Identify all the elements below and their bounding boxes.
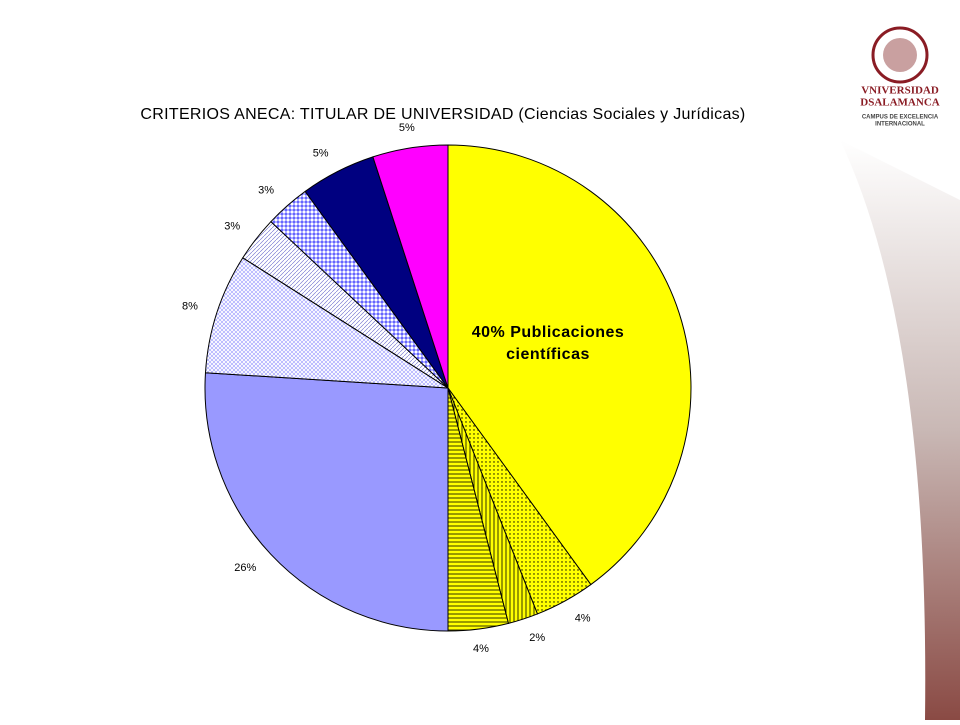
logo-seal xyxy=(871,26,929,84)
pie-slice xyxy=(372,144,449,389)
logo-text: VNIVERSIDAD xyxy=(861,85,939,97)
logo-text: DSALAMANCA xyxy=(860,97,940,109)
pie-slice xyxy=(447,144,692,586)
inner-label: 40% Publicaciones científicas xyxy=(471,324,625,363)
slice-label: 26% xyxy=(234,562,256,574)
chart-title: CRITERIOS ANECA: TITULAR DE UNIVERSIDAD … xyxy=(140,106,745,123)
logo-subtext: CAMPUS DE EXCELENCIA xyxy=(862,115,939,121)
logo-seal-inner xyxy=(883,38,917,72)
logo-subtext: INTERNACIONAL xyxy=(875,122,925,128)
slice-label: 5% xyxy=(399,122,415,134)
slice-label: 4% xyxy=(575,612,591,624)
pie-slice xyxy=(204,372,449,632)
decoration xyxy=(840,140,960,720)
slice-label: 8% xyxy=(182,301,198,313)
slice-label: 2% xyxy=(529,632,545,644)
pie xyxy=(204,144,692,632)
slice-label: 3% xyxy=(258,185,274,197)
slice-label: 4% xyxy=(473,643,489,655)
pie-slice xyxy=(204,257,449,389)
slice-label: 5% xyxy=(313,148,329,160)
slice-label: 3% xyxy=(224,221,240,233)
